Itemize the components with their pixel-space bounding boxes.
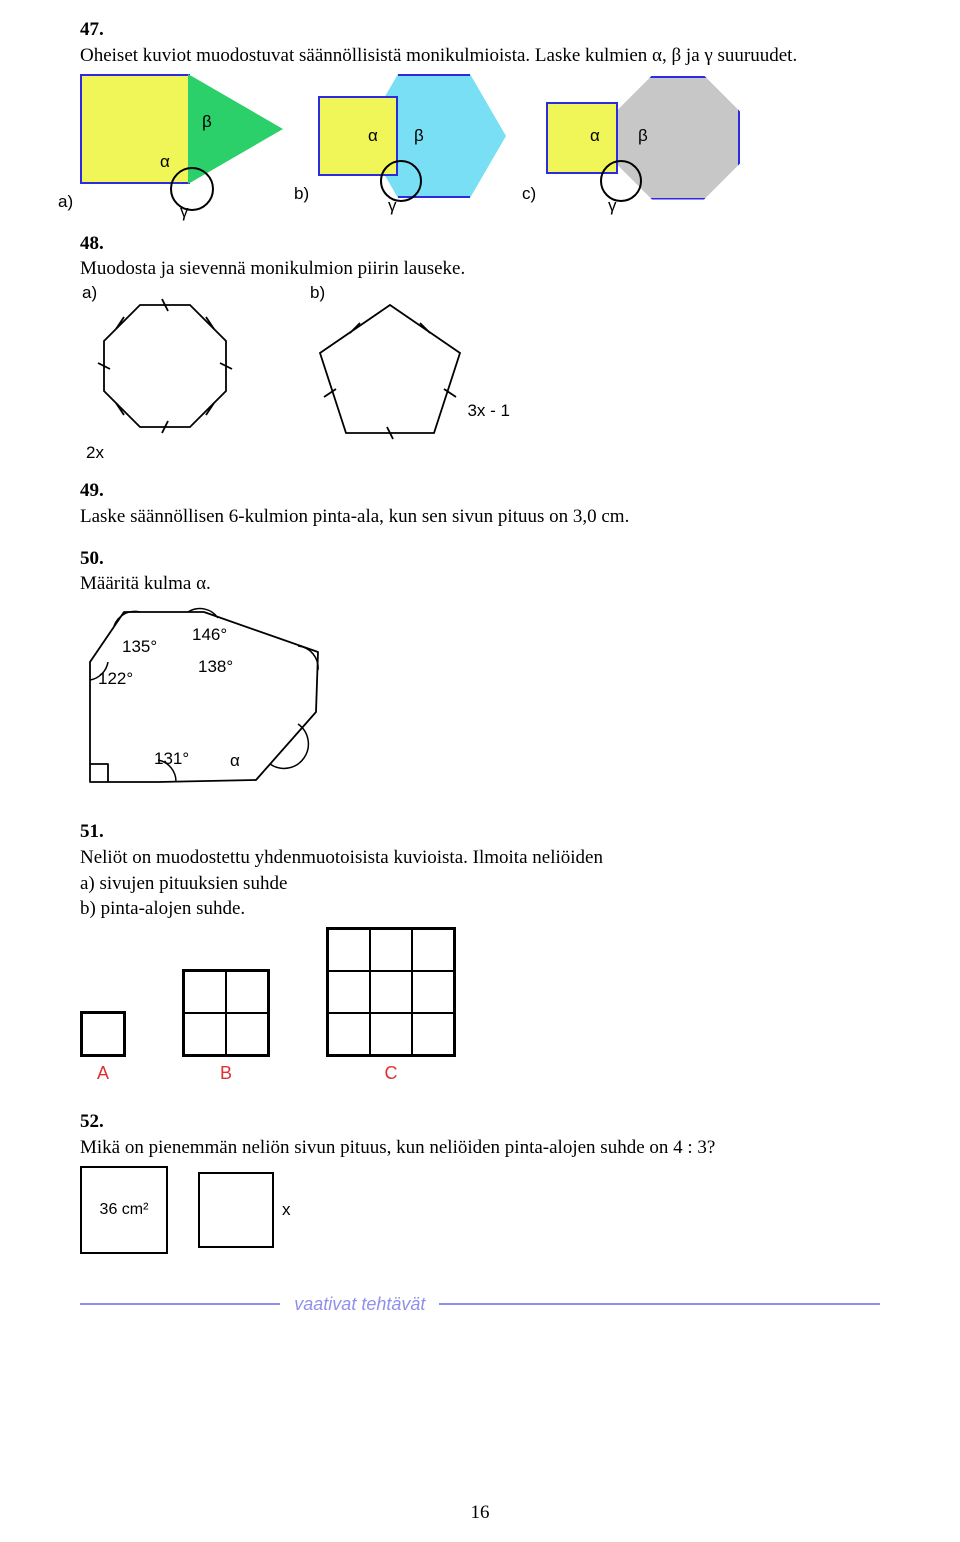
q51-square-c <box>326 927 456 1057</box>
q48-number: 48. <box>80 232 880 256</box>
q47a-alpha: α <box>160 152 170 172</box>
footer-divider: vaativat tehtävät <box>80 1294 880 1315</box>
q47a-arc-gamma <box>170 167 214 211</box>
q52-text: Mikä on pienemmän neliön sivun pituus, k… <box>80 1136 880 1160</box>
q47a-beta: β <box>202 112 212 132</box>
q47b-arc-gamma <box>380 160 422 202</box>
q48b-pentagon <box>310 287 510 457</box>
q50-a131: 131° <box>154 749 189 768</box>
q47c-gamma: γ <box>608 196 617 216</box>
q47b-beta: β <box>414 126 424 146</box>
q47c-alpha: α <box>590 126 600 146</box>
q52-figure: 36 cm² x <box>80 1166 880 1254</box>
q52-box2 <box>198 1172 274 1248</box>
q51-label-c: C <box>326 1063 456 1084</box>
q51-item-b: b) pinta-alojen suhde. <box>80 897 880 921</box>
q47a-square <box>80 74 190 184</box>
footer-text: vaativat tehtävät <box>294 1294 425 1315</box>
q47c-label: c) <box>522 184 536 204</box>
q48-figure: a) 2x b) <box>80 287 880 463</box>
q50-a138: 138° <box>198 657 233 676</box>
q52-box1: 36 cm² <box>80 1166 168 1254</box>
q49-number: 49. <box>80 479 880 503</box>
q48a-side: 2x <box>86 443 104 463</box>
q51-item-a: a) sivujen pituuksien suhde <box>80 872 880 896</box>
q50-figure: 135° 146° 122° 138° 131° α <box>80 602 880 808</box>
q47b-square <box>318 96 398 176</box>
q51-number: 51. <box>80 820 880 844</box>
q52-var: x <box>282 1200 291 1220</box>
q51-square-a <box>80 1011 126 1057</box>
q47-figure: α β a) γ α β b) γ <box>80 74 880 214</box>
q50-alpha: α <box>230 751 240 770</box>
q49-text: Laske säännöllisen 6-kulmion pinta-ala, … <box>80 505 880 529</box>
q51-figure: A B C <box>80 927 880 1084</box>
q47c-beta: β <box>638 126 648 146</box>
q47b-alpha: α <box>368 126 378 146</box>
q48b-label: b) <box>310 283 325 303</box>
q47c-square <box>546 102 618 174</box>
page-number: 16 <box>0 1502 960 1524</box>
q47a-label: a) <box>58 192 73 212</box>
q50-a135: 135° <box>122 637 157 656</box>
q51-square-b <box>182 969 270 1057</box>
q51-label-a: A <box>80 1063 126 1084</box>
q51-label-b: B <box>182 1063 270 1084</box>
q47-number: 47. <box>80 18 880 42</box>
q50-a122: 122° <box>98 669 133 688</box>
q51-text1: Neliöt on muodostettu yhdenmuotoisista k… <box>80 846 880 870</box>
q48a-label: a) <box>82 283 97 303</box>
q47a-gamma: γ <box>180 202 189 222</box>
q47b-gamma: γ <box>388 196 397 216</box>
q50-text: Määritä kulma α. <box>80 572 880 596</box>
q48-text: Muodosta ja sievennä monikulmion piirin … <box>80 257 880 281</box>
q48b-side: 3x - 1 <box>467 401 510 421</box>
q47b-label: b) <box>294 184 309 204</box>
q50-number: 50. <box>80 547 880 571</box>
q52-number: 52. <box>80 1110 880 1134</box>
q48a-octagon <box>80 287 250 457</box>
q47-text: Oheiset kuviot muodostuvat säännöllisist… <box>80 44 880 68</box>
q47c-arc-gamma <box>600 160 642 202</box>
q50-a146: 146° <box>192 625 227 644</box>
